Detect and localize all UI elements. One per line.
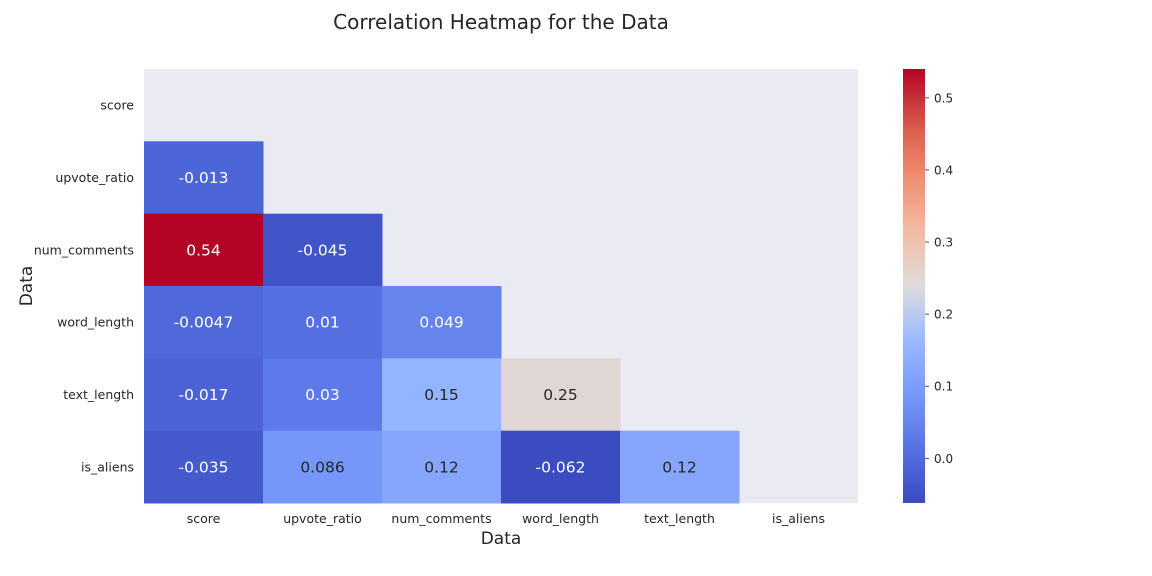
x-tick-label: score: [187, 511, 221, 526]
y-tick-label: upvote_ratio: [55, 170, 134, 185]
colorbar-tick-label: 0.4: [934, 163, 953, 177]
x-tick-label: upvote_ratio: [283, 511, 362, 526]
cell-value-label: 0.12: [662, 458, 697, 476]
heatmap-cell-r4-c3: [501, 358, 621, 432]
cell-value-label: 0.25: [543, 386, 578, 404]
heatmap-cell-r3-c2: [382, 286, 502, 359]
cell-value-label: 0.03: [305, 386, 340, 404]
cell-value-label: -0.035: [179, 458, 229, 476]
y-tick-label: is_aliens: [81, 459, 134, 474]
heatmap-cells: -0.013 0.54 -0.045 -0.0047 0.01 0.049 -0.017 0.…: [144, 141, 740, 504]
cell-value-label: -0.017: [179, 386, 229, 404]
heatmap-cell-r4-c1: [263, 358, 383, 432]
cell-value-label: 0.12: [424, 458, 459, 476]
heatmap-cell-r2-c0: [144, 213, 264, 287]
heatmap-cell-r5-c2: [382, 430, 502, 504]
cell-value-label: 0.01: [305, 314, 340, 332]
heatmap-cell-r5-c3: [501, 430, 621, 504]
heatmap-cell-r5-c0: [144, 430, 264, 504]
heatmap-cell-r4-c0: [144, 358, 264, 432]
y-tick-label: num_comments: [34, 242, 134, 257]
colorbar-tick-label: 0.5: [934, 91, 953, 105]
x-tick-label: is_aliens: [772, 511, 825, 526]
heatmap-cell-r3-c0: [144, 286, 264, 359]
x-tick-label: text_length: [644, 511, 715, 526]
heatmap-cell-r2-c1: [263, 213, 383, 287]
y-tick-label: word_length: [57, 315, 134, 330]
x-tick-label: word_length: [522, 511, 599, 526]
x-axis-label: Data: [481, 529, 522, 549]
colorbar-tick-label: 0.1: [934, 380, 953, 394]
y-tick-label: text_length: [63, 387, 134, 402]
y-axis-label: Data: [17, 266, 37, 307]
colorbar: [903, 69, 925, 503]
colorbar-tick-label: 0.2: [934, 308, 953, 322]
chart-title: Correlation Heatmap for the Data: [333, 10, 669, 34]
colorbar-tick-label: 0.0: [934, 452, 953, 466]
cell-value-label: -0.013: [179, 169, 229, 187]
cell-value-label: -0.0047: [174, 314, 234, 332]
y-tick-label: score: [100, 98, 134, 113]
cell-value-label: 0.15: [424, 386, 459, 404]
cell-value-label: -0.045: [298, 241, 348, 259]
x-tick-label: num_comments: [391, 511, 491, 526]
heatmap-cell-r1-c0: [144, 141, 264, 215]
cell-value-label: 0.049: [419, 314, 463, 332]
colorbar-ticks: 0.0 0.1 0.2 0.3 0.4 0.5: [925, 91, 953, 466]
heatmap-cell-r3-c1: [263, 286, 383, 359]
x-tick-labels: score upvote_ratio num_comments word_length…: [187, 511, 825, 526]
heatmap-cell-r5-c4: [620, 430, 740, 504]
heatmap-cell-r5-c1: [263, 430, 383, 504]
cell-value-label: -0.062: [536, 458, 586, 476]
heatmap-cell-r4-c2: [382, 358, 502, 432]
cell-value-label: 0.54: [186, 241, 221, 259]
y-tick-labels: score upvote_ratio num_comments word_length…: [34, 98, 134, 475]
cell-value-label: 0.086: [300, 458, 344, 476]
colorbar-tick-label: 0.3: [934, 236, 953, 250]
